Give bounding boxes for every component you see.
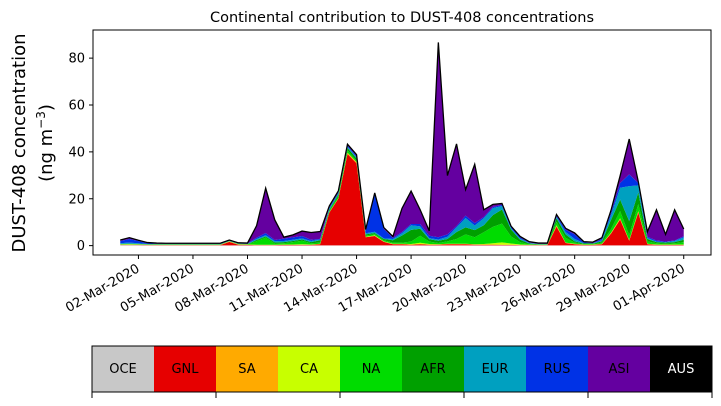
y-axis-label-units-open: (ng m: [36, 129, 57, 182]
y-axis-label-line1: DUST-408 concentration: [9, 33, 30, 252]
y-axis-label: DUST-408 concentration: [9, 33, 30, 252]
legend-label-rus: RUS: [544, 362, 571, 377]
y-tick-label: 80: [68, 52, 85, 67]
legend-label-gnl: GNL: [171, 362, 199, 377]
y-tick-label: 40: [68, 145, 85, 160]
y-tick-label: 20: [68, 192, 85, 207]
y-axis-label-units: (ng m−3): [34, 104, 57, 182]
y-tick-label: 0: [77, 239, 85, 254]
plot-area: [93, 30, 711, 255]
legend-label-eur: EUR: [482, 362, 509, 377]
legend-label-oce: OCE: [109, 362, 137, 377]
area-series-asi: [120, 43, 683, 244]
x-axis: 02-Mar-202005-Mar-202008-Mar-202011-Mar-…: [63, 255, 687, 316]
chart-title: Continental contribution to DUST-408 con…: [210, 10, 594, 26]
y-axis-label-units-exp: −3: [34, 111, 48, 129]
legend-label-aus: AUS: [668, 362, 695, 377]
legend-colorbar: OCE GNL SA CA NA AFR EUR RUS ASI AUS: [92, 346, 712, 398]
legend-label-ca: CA: [300, 362, 318, 377]
y-axis-label-units-close: ): [36, 104, 57, 111]
legend-label-na: NA: [362, 362, 381, 377]
legend-label-sa: SA: [238, 362, 255, 377]
y-tick-label: 60: [68, 99, 85, 114]
y-axis: 0 20 40 60 80: [68, 52, 93, 255]
legend-label-afr: AFR: [420, 362, 445, 377]
legend-label-asi: ASI: [609, 362, 630, 377]
